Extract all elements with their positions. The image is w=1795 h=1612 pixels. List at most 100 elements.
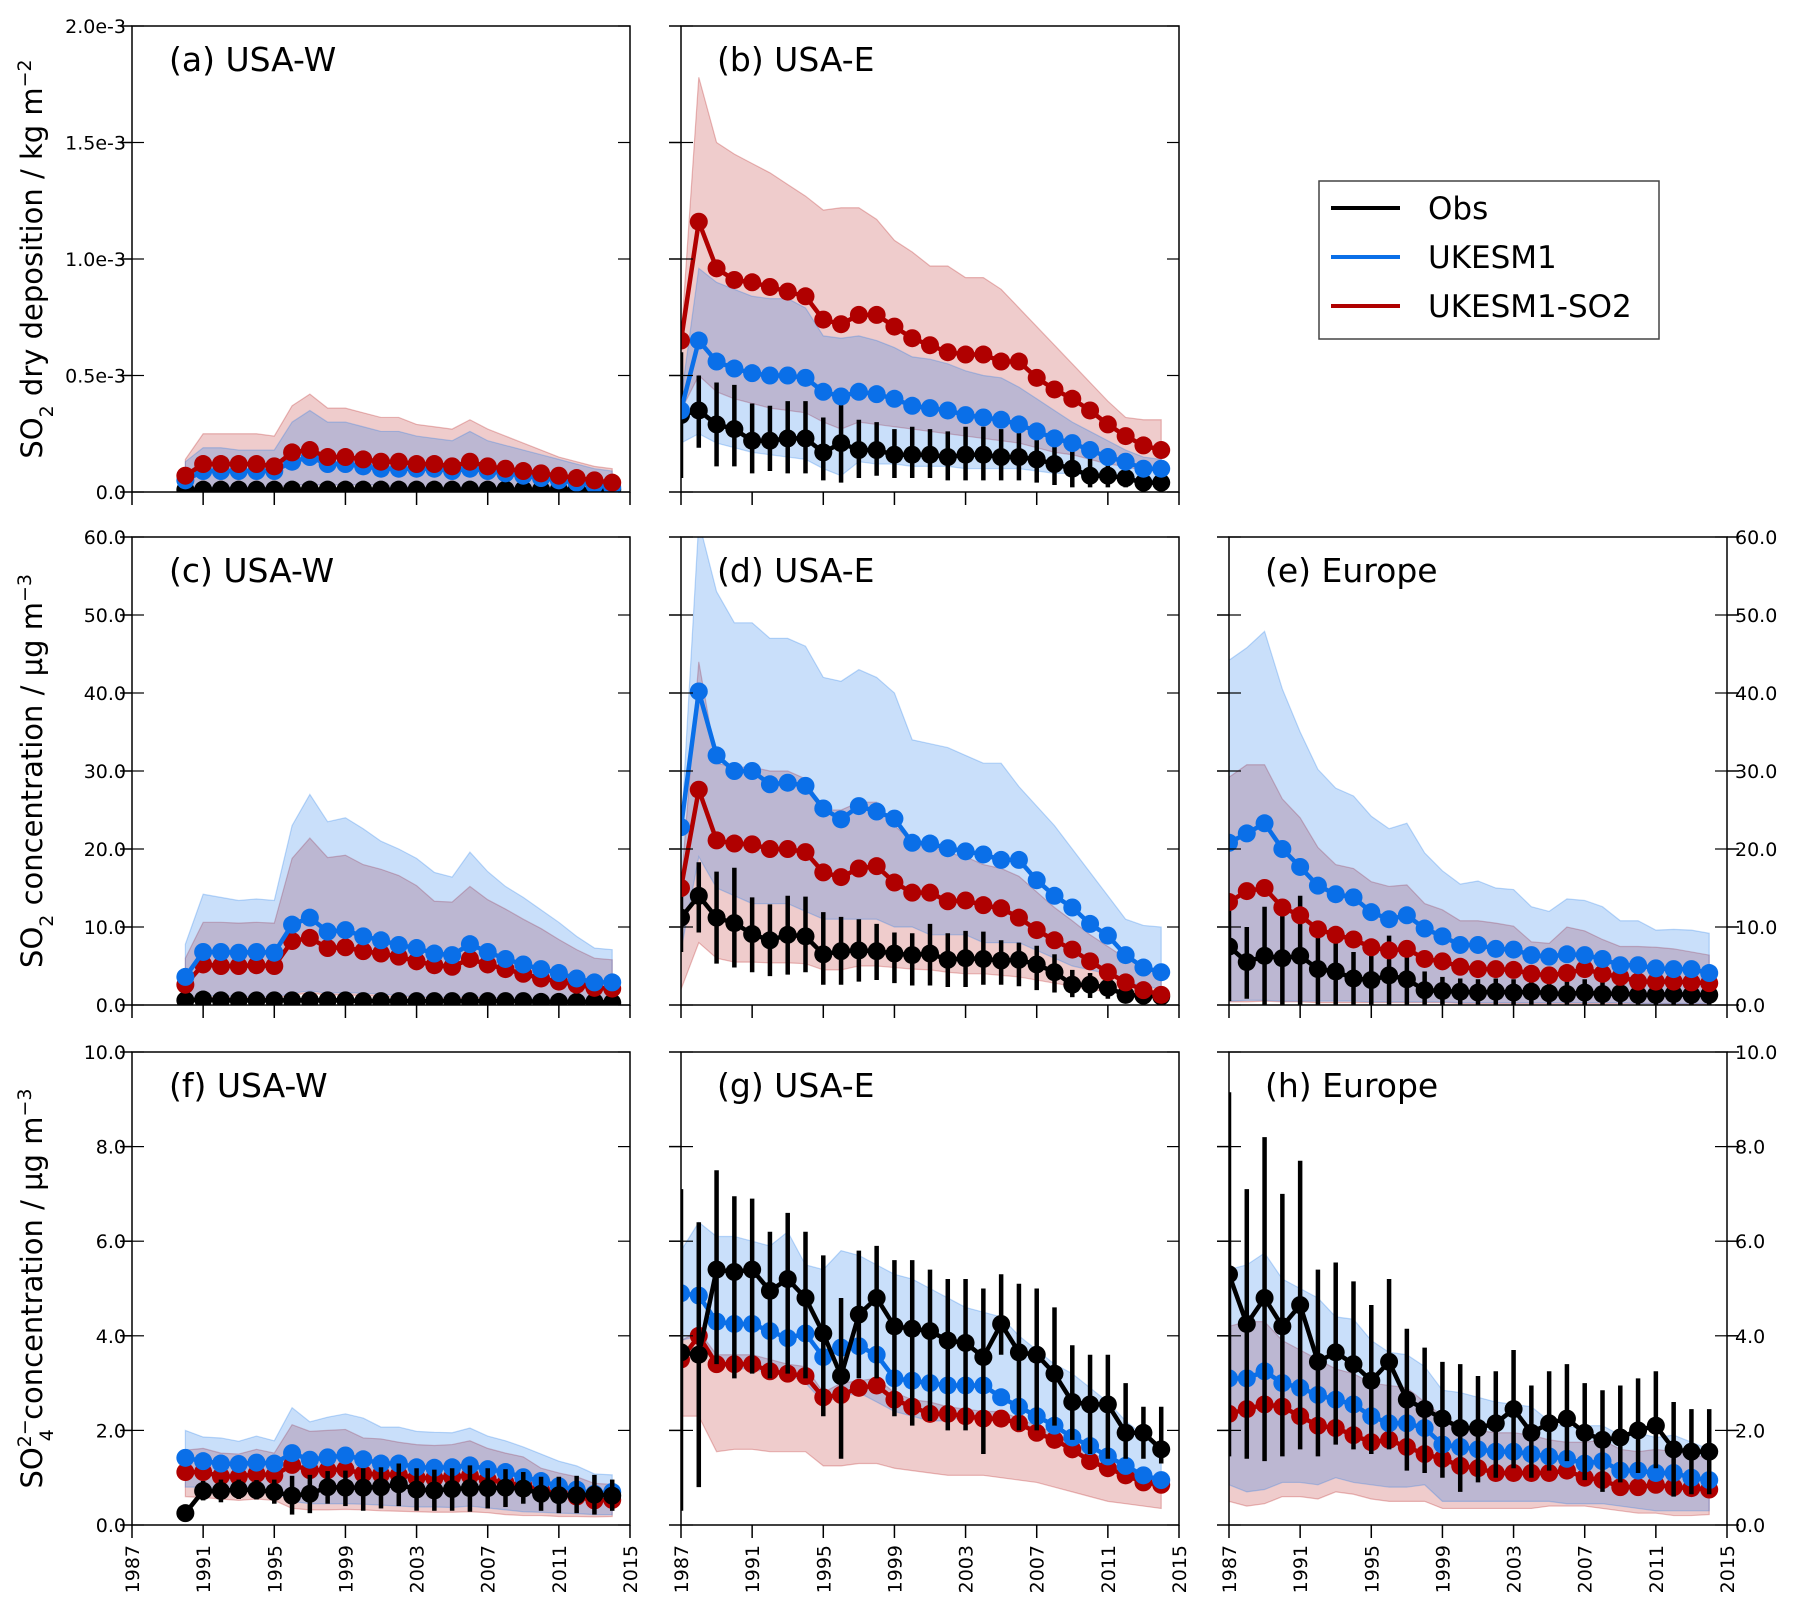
point-obs: [1433, 1409, 1452, 1428]
x-tick-label: 2007: [478, 1545, 500, 1593]
point-ukesm1: [1098, 448, 1117, 467]
point-ukesm1-so2: [194, 455, 213, 474]
point-ukesm1-so2: [443, 457, 462, 476]
point-obs: [496, 992, 515, 1005]
point-ukesm1: [247, 942, 266, 961]
x-tick-label: 2007: [1027, 1545, 1049, 1593]
point-ukesm1-so2: [514, 462, 533, 481]
point-ukesm1: [1134, 958, 1153, 977]
point-obs: [832, 1367, 851, 1386]
point-ukesm1: [300, 1450, 319, 1469]
point-ukesm1: [1229, 833, 1238, 852]
point-obs: [1027, 1345, 1046, 1364]
point-obs: [1593, 985, 1612, 1004]
y-tick-label: 2.0: [1735, 1420, 1765, 1442]
point-ukesm1-so2: [585, 471, 604, 490]
x-tick-label: 2015: [1717, 1545, 1739, 1593]
point-obs: [867, 942, 886, 961]
point-obs: [1045, 455, 1064, 474]
point-ukesm1: [318, 1448, 337, 1467]
point-ukesm1: [1646, 959, 1665, 978]
point-ukesm1-so2: [707, 831, 726, 850]
legend-label-ukesm1: UKESM1: [1428, 240, 1557, 276]
point-obs: [1326, 1343, 1345, 1362]
point-ukesm1-so2: [832, 868, 851, 887]
y-tick-label: 4.0: [96, 1326, 126, 1348]
point-ukesm1: [885, 809, 904, 828]
point-ukesm1: [1646, 1463, 1665, 1482]
y-tick-label: 10.0: [84, 917, 126, 939]
point-ukesm1: [1152, 459, 1171, 478]
point-ukesm1: [532, 960, 551, 979]
point-ukesm1-so2: [849, 859, 868, 878]
point-ukesm1: [229, 1454, 248, 1473]
point-ukesm1: [796, 368, 815, 387]
point-ukesm1: [832, 387, 851, 406]
point-ukesm1: [743, 762, 762, 780]
x-tick-label: 2003: [1504, 1545, 1526, 1593]
panel-c: 0.0 10.0 20.0 30.0 40.0 50.0 60.0 (c) USA-W: [84, 527, 631, 1018]
point-ukesm1: [1522, 946, 1541, 965]
point-obs: [1237, 1314, 1256, 1333]
plot-area: [176, 1406, 622, 1523]
point-obs: [389, 1475, 408, 1494]
point-obs: [1081, 1395, 1100, 1414]
point-ukesm1: [956, 406, 975, 425]
point-obs: [867, 1288, 886, 1307]
point-ukesm1-so2: [407, 952, 426, 971]
x-tick-label: 2011: [1098, 1545, 1120, 1593]
panel-title-a: (a) USA-W: [169, 40, 336, 79]
point-ukesm1: [265, 943, 284, 962]
point-obs: [1575, 983, 1594, 1002]
panel-b: (b) USA-E: [669, 25, 1180, 505]
x-tick-label: 1991: [742, 1545, 764, 1593]
point-ukesm1: [1081, 914, 1100, 933]
point-ukesm1-so2: [725, 834, 744, 853]
y-tick-label: 40.0: [1735, 683, 1777, 705]
point-ukesm1-so2: [743, 835, 762, 854]
point-ukesm1-so2: [354, 450, 373, 469]
point-obs: [211, 480, 230, 492]
point-ukesm1-so2: [832, 315, 851, 334]
point-obs: [1152, 1440, 1171, 1459]
point-ukesm1-so2: [1469, 960, 1487, 979]
point-ukesm1-so2: [1291, 906, 1310, 925]
point-obs: [796, 927, 815, 946]
point-ukesm1: [372, 931, 390, 950]
point-obs: [318, 480, 337, 492]
y-tick-label: 4.0: [1735, 1326, 1765, 1348]
point-ukesm1: [921, 399, 939, 418]
point-obs: [514, 480, 533, 492]
y-tick-label: 0.0: [96, 482, 126, 504]
point-obs: [778, 429, 797, 448]
point-obs: [1540, 1414, 1559, 1433]
point-ukesm1: [707, 352, 726, 371]
point-obs: [885, 445, 904, 464]
point-obs: [707, 908, 726, 927]
x-tick-label: 1995: [813, 1545, 835, 1593]
point-ukesm1-so2: [211, 957, 230, 975]
point-ukesm1: [778, 366, 797, 385]
y-tick-label: 60.0: [84, 527, 126, 549]
point-obs: [689, 886, 708, 905]
point-obs: [460, 1479, 479, 1498]
point-ukesm1: [992, 1388, 1011, 1407]
point-ukesm1: [1116, 1456, 1135, 1475]
point-obs: [1682, 985, 1701, 1004]
point-ukesm1: [194, 942, 213, 961]
point-obs: [1255, 1288, 1274, 1307]
legend-label-obs: Obs: [1428, 191, 1488, 227]
point-ukesm1: [796, 776, 815, 795]
series-line-ukesm1-so2: [681, 219, 1162, 453]
point-obs: [1469, 1419, 1487, 1438]
point-obs: [707, 1260, 726, 1279]
point-ukesm1-so2: [1540, 1463, 1559, 1482]
point-obs: [974, 949, 993, 968]
point-obs: [1098, 1395, 1117, 1414]
point-ukesm1-so2: [176, 466, 195, 485]
point-obs: [1098, 978, 1117, 997]
point-ukesm1: [176, 967, 195, 986]
point-ukesm1-so2: [1433, 952, 1452, 971]
point-ukesm1-so2: [681, 879, 690, 897]
y-tick-label: 0.0: [96, 1515, 126, 1537]
